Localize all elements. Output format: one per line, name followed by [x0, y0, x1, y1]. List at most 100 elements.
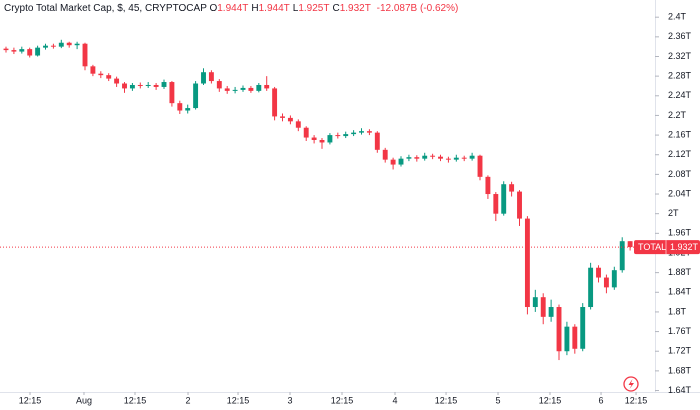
candle-body: [611, 270, 617, 288]
candle-body: [603, 277, 609, 288]
candle-body: [137, 84, 143, 86]
y-tick-label: 2.4T: [668, 12, 687, 22]
candle-body: [287, 117, 293, 122]
y-tick-label: 1.96T: [668, 228, 692, 238]
candle-body: [74, 43, 80, 46]
candle-body: [280, 116, 285, 118]
y-tick-label: 1.84T: [668, 287, 692, 297]
candle-body: [572, 326, 578, 349]
ohlc-value: 1.925T: [298, 3, 330, 14]
candle-body: [240, 87, 246, 90]
candle-body: [161, 82, 167, 87]
candle-body: [509, 184, 515, 192]
y-tick-label: 1.64T: [668, 385, 692, 395]
candle-body: [43, 45, 48, 48]
candle-body: [216, 81, 222, 89]
ohlc-key: O: [209, 3, 218, 14]
candle-body: [430, 155, 436, 157]
candle-body: [414, 157, 420, 159]
x-tick-label: 12:15: [539, 395, 562, 405]
x-tick-label: 12:15: [124, 395, 147, 405]
x-tick-label: 3: [288, 395, 293, 405]
candle-body: [359, 131, 364, 133]
candle-body: [335, 135, 341, 137]
price-badge-name: TOTAL: [638, 242, 666, 252]
candle-body: [185, 108, 191, 111]
candle-body: [201, 72, 206, 84]
candle-body: [122, 83, 127, 89]
candle-body: [406, 157, 412, 159]
candle-body: [272, 88, 278, 117]
candle-body: [303, 127, 309, 138]
candle-body: [106, 75, 112, 79]
candle-body: [627, 241, 633, 248]
candle-body: [50, 45, 56, 47]
x-tick-label: 12:15: [19, 395, 42, 405]
candle-body: [517, 191, 522, 219]
candle-body: [114, 78, 120, 84]
candle-body: [27, 49, 33, 56]
chart-header: Crypto Total Market Cap, $, 45, CRYPTOCA…: [4, 3, 458, 14]
candle-body: [319, 140, 325, 143]
x-tick-label: 4: [392, 395, 397, 405]
candle-body: [90, 66, 96, 74]
candle-body: [477, 155, 483, 177]
candle-body: [264, 84, 270, 89]
candle-body: [58, 42, 64, 47]
candle-body: [382, 149, 388, 160]
candle-body: [66, 42, 72, 46]
y-tick-label: 1.8T: [668, 306, 687, 316]
price-change: -12.087B (-0.62%): [376, 3, 459, 14]
x-tick-label: Aug: [76, 395, 92, 405]
candle-body: [469, 155, 475, 159]
candle-body: [351, 132, 357, 135]
y-tick-label: 2.28T: [668, 71, 692, 81]
candle-body: [295, 121, 301, 128]
price-badge-value: 1.932T: [670, 242, 699, 252]
y-tick-label: 2.04T: [668, 188, 692, 198]
candle-body: [532, 297, 538, 308]
candle-body: [556, 307, 562, 352]
candle-body: [129, 84, 135, 89]
ohlc-value: 1.944T: [258, 3, 290, 14]
candle-body: [19, 49, 25, 52]
candle-body: [524, 218, 530, 308]
candle-body: [390, 159, 396, 165]
candle-body: [485, 176, 491, 195]
y-tick-label: 1.88T: [668, 267, 692, 277]
ohlc-value: 1.932T: [339, 3, 371, 14]
candle-body: [453, 157, 459, 160]
candle-body: [422, 155, 428, 159]
logo-icon: [623, 376, 639, 392]
candle-body: [461, 157, 467, 159]
y-tick-label: 2.12T: [668, 149, 692, 159]
candle-body: [177, 103, 183, 111]
candle-body: [169, 82, 175, 104]
y-tick-label: 2.2T: [668, 110, 687, 120]
candle-body: [153, 84, 159, 87]
candle-body: [343, 134, 349, 137]
candle-body: [588, 267, 594, 308]
ohlc-key: C: [332, 3, 340, 14]
candle-body: [98, 73, 104, 76]
candle-body: [564, 326, 570, 352]
candle-body: [548, 307, 554, 317]
x-tick-label: 12:15: [435, 395, 458, 405]
candle-body: [256, 84, 262, 91]
candle-body: [501, 184, 507, 214]
candle-body: [248, 87, 254, 91]
x-tick-label: 12:15: [331, 395, 354, 405]
x-tick-label: 12:15: [227, 395, 250, 405]
candle-body: [398, 158, 404, 165]
y-tick-label: 2.08T: [668, 169, 692, 179]
x-tick-label: 5: [496, 395, 501, 405]
candle-body: [82, 43, 88, 67]
candle-body: [580, 307, 586, 349]
candle-body: [540, 297, 546, 317]
candle-body: [596, 267, 601, 278]
candle-body: [493, 194, 499, 214]
y-tick-label: 1.76T: [668, 326, 692, 336]
candle-body: [445, 158, 451, 160]
ohlc-legend: O1.944T H1.944T L1.925T C1.932T: [209, 3, 373, 14]
x-tick-label: 6: [599, 395, 604, 405]
